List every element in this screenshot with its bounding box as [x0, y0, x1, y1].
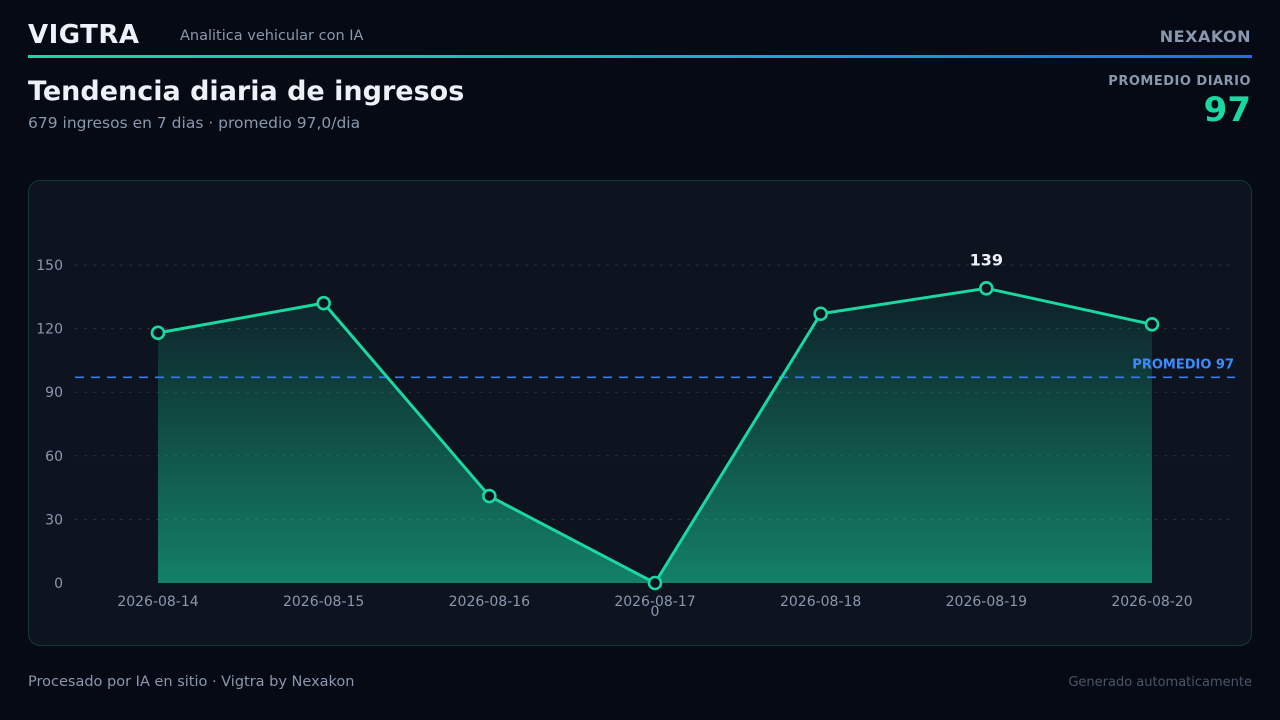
series-area	[158, 288, 1152, 583]
data-label: 139	[970, 250, 1003, 269]
data-label: 0	[651, 604, 660, 620]
x-tick-label: 2026-08-16	[449, 594, 530, 610]
footer-credit: Procesado por IA en sitio · Vigtra by Ne…	[28, 674, 355, 690]
brand-logo: VIGTRA	[28, 20, 140, 50]
kpi-value: 97	[1203, 90, 1251, 130]
chart-panel: 0 30 60 90 120 150 PROMEDIO 97 2026-08-14 2026-0…	[28, 180, 1252, 646]
y-tick-label: 90	[45, 385, 63, 401]
header-accent-line	[28, 55, 1252, 58]
data-point	[647, 575, 663, 591]
kpi-label: PROMEDIO DIARIO	[1108, 74, 1251, 89]
y-tick-label: 60	[45, 449, 63, 465]
y-tick-label: 150	[36, 258, 63, 274]
x-tick-label: 2026-08-19	[946, 594, 1027, 610]
average-line-label: PROMEDIO 97	[1132, 357, 1234, 372]
data-point	[979, 281, 994, 296]
data-point	[482, 488, 497, 504]
footer-generated: Generado automaticamente	[1068, 675, 1252, 690]
y-tick-label: 120	[36, 322, 63, 338]
data-point	[150, 325, 166, 341]
page-title: Tendencia diaria de ingresos	[28, 76, 465, 107]
x-tick-label: 2026-08-17	[614, 594, 695, 610]
data-point	[316, 295, 331, 311]
brand-tagline: Analitica vehicular con IA	[180, 28, 364, 44]
x-tick-label: 2026-08-15	[283, 594, 364, 610]
company-name: NEXAKON	[1159, 27, 1251, 46]
x-tick-label: 2026-08-20	[1111, 594, 1192, 610]
y-tick-label: 30	[45, 512, 63, 528]
data-point	[1144, 317, 1160, 332]
data-point	[813, 306, 828, 322]
x-tick-label: 2026-08-18	[780, 594, 861, 610]
page-subtitle: 679 ingresos en 7 dias · promedio 97,0/d…	[28, 114, 361, 132]
chart-svg: 0 30 60 90 120 150 PROMEDIO 97 2026-08-14 2026-0…	[36, 250, 1235, 620]
y-tick-label: 0	[54, 576, 63, 592]
x-tick-label: 2026-08-14	[117, 594, 198, 610]
